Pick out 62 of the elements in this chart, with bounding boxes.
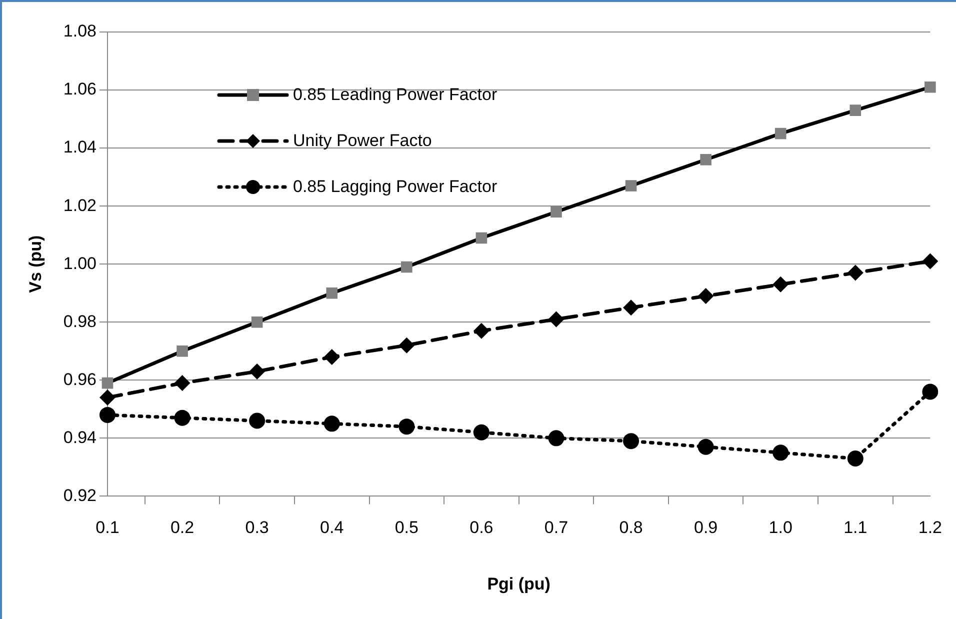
point: [922, 384, 938, 400]
point: [398, 418, 415, 435]
point: [400, 261, 412, 273]
point: [473, 322, 490, 339]
y-tick-label: 1.00: [63, 254, 96, 273]
point: [249, 363, 266, 380]
point: [548, 430, 564, 446]
y-tick-label: 0.92: [63, 486, 96, 505]
legend-label: 0.85 Leading Power Factor: [293, 85, 498, 105]
x-axis-title: Pgi (pu): [487, 574, 550, 594]
y-tick-label: 1.08: [63, 22, 96, 41]
point: [249, 412, 266, 429]
point: [924, 81, 936, 93]
y-tick-label: 0.94: [63, 428, 96, 447]
x-tick-label: 1.1: [844, 518, 868, 538]
point: [102, 377, 114, 389]
point: [174, 410, 190, 426]
point: [772, 444, 789, 461]
point: [324, 416, 340, 432]
y-axis-title: Vs (pu): [26, 235, 45, 293]
legend-label: 0.85 Lagging Power Factor: [293, 177, 498, 197]
point: [550, 206, 562, 218]
y-tick-label: 1.06: [63, 80, 96, 99]
point: [174, 375, 190, 392]
point: [623, 433, 640, 450]
point: [326, 287, 338, 299]
point: [251, 316, 263, 328]
point: [698, 288, 714, 304]
point: [398, 337, 415, 354]
point: [700, 154, 712, 166]
point: [698, 438, 714, 455]
x-tick-label: 0.1: [96, 518, 120, 538]
x-tick-label: 0.7: [544, 518, 568, 538]
x-tick-label: 0.4: [320, 518, 344, 538]
point: [473, 424, 490, 440]
y-tick-label: 1.02: [63, 196, 96, 215]
x-tick-label: 0.3: [245, 518, 269, 538]
point: [847, 264, 864, 281]
x-tick-label: 0.8: [619, 518, 643, 538]
x-tick-label: 0.2: [170, 518, 194, 538]
x-tick-label: 0.9: [694, 518, 718, 538]
point: [625, 180, 637, 192]
x-tick-label: 0.6: [470, 518, 494, 538]
point: [324, 348, 340, 365]
point: [922, 253, 938, 270]
point: [99, 390, 116, 406]
legend-label: Unity Power Facto: [293, 131, 432, 151]
point: [476, 232, 488, 244]
point: [772, 276, 789, 292]
x-tick-label: 0.5: [394, 518, 418, 538]
y-tick-label: 0.96: [63, 370, 96, 389]
x-tick-label: 1.0: [768, 518, 792, 538]
x-tick-label: 1.2: [918, 518, 942, 538]
point: [99, 406, 116, 423]
point: [774, 128, 786, 140]
point: [548, 311, 564, 328]
point: [847, 450, 864, 466]
point: [850, 104, 862, 116]
point: [176, 345, 188, 357]
y-tick-label: 1.04: [63, 138, 96, 157]
y-tick-label: 0.98: [63, 312, 96, 331]
point: [623, 300, 640, 316]
